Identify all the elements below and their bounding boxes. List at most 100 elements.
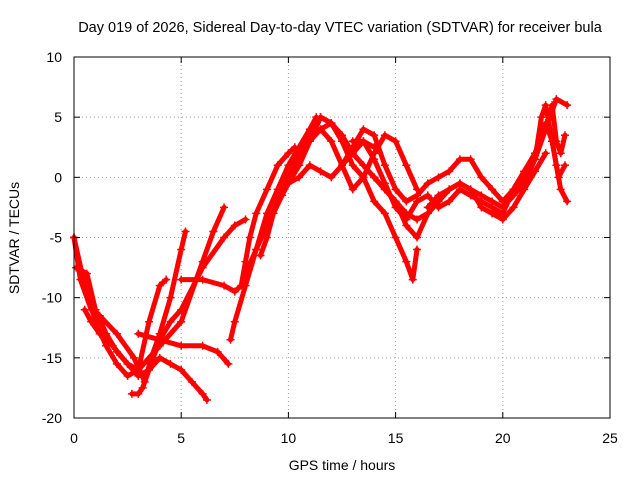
data-point — [230, 287, 239, 296]
y-axis-label: SDTVAR / TECUs — [6, 182, 22, 294]
data-point — [370, 155, 379, 164]
data-point — [413, 245, 422, 254]
series-line — [228, 114, 319, 343]
data-point — [241, 269, 250, 278]
data-point — [338, 161, 346, 170]
data-point — [177, 275, 186, 284]
data-point — [359, 137, 368, 146]
data-point — [95, 329, 104, 338]
data-point — [541, 149, 550, 158]
data-point — [198, 389, 207, 398]
data-point — [123, 371, 132, 380]
x-tick-label: 10 — [281, 430, 297, 446]
data-point — [138, 383, 147, 392]
y-tick-label: -10 — [42, 290, 62, 306]
data-point — [445, 167, 454, 176]
data-point — [130, 353, 139, 362]
data-point — [466, 155, 475, 164]
data-point — [498, 197, 507, 206]
data-series — [70, 95, 572, 404]
data-point — [177, 365, 186, 374]
data-point — [166, 359, 175, 368]
data-point — [423, 191, 432, 200]
x-tick-label: 15 — [388, 430, 404, 446]
data-point — [123, 359, 132, 368]
data-point — [477, 191, 486, 200]
series-line — [489, 102, 568, 216]
y-tick-label: 10 — [46, 49, 62, 65]
data-point — [91, 305, 100, 314]
data-point — [402, 209, 411, 218]
data-point — [82, 269, 91, 278]
series-line — [135, 331, 231, 367]
data-point — [269, 209, 278, 218]
data-point — [230, 317, 239, 326]
data-point — [162, 275, 171, 284]
data-point — [305, 161, 314, 170]
data-point — [87, 317, 96, 326]
series-arc-19 — [498, 101, 569, 206]
data-point — [316, 113, 325, 122]
data-point — [552, 95, 561, 104]
data-point — [391, 233, 400, 242]
data-point — [434, 173, 443, 182]
y-tick-label: -5 — [50, 230, 63, 246]
data-point — [155, 335, 164, 344]
data-point — [541, 101, 550, 110]
data-point — [305, 137, 314, 146]
data-point — [498, 209, 507, 218]
x-tick-label: 25 — [602, 430, 618, 446]
data-point — [198, 275, 207, 284]
data-point — [277, 191, 286, 200]
data-point — [327, 119, 336, 128]
data-point — [327, 173, 336, 182]
data-point — [134, 389, 143, 398]
data-point — [402, 257, 411, 266]
data-point — [477, 203, 486, 212]
data-point — [560, 161, 569, 170]
data-point — [423, 203, 432, 212]
data-point — [520, 179, 529, 188]
data-point — [348, 161, 357, 170]
x-axis-label: GPS time / hours — [289, 457, 396, 473]
data-point — [198, 341, 207, 350]
data-point — [560, 131, 569, 140]
series-arc-5 — [127, 215, 250, 398]
data-point — [230, 221, 239, 230]
data-point — [434, 191, 443, 200]
data-point — [177, 317, 186, 326]
data-point — [112, 359, 121, 368]
data-point — [226, 335, 235, 344]
series-arc-6 — [134, 329, 233, 368]
data-point — [187, 377, 196, 386]
data-point — [166, 317, 175, 326]
x-tick-label: 0 — [70, 430, 78, 446]
data-point — [256, 251, 265, 260]
data-point — [380, 131, 389, 140]
data-point — [380, 185, 389, 194]
data-point — [391, 137, 400, 146]
data-point — [284, 179, 293, 188]
data-point — [220, 281, 229, 290]
data-point — [391, 197, 400, 206]
data-point — [72, 263, 81, 272]
data-point — [402, 197, 411, 206]
data-point — [273, 161, 282, 170]
data-point — [241, 215, 250, 224]
data-point — [76, 275, 85, 284]
data-point — [370, 197, 379, 206]
data-point — [241, 281, 250, 290]
data-point — [488, 209, 497, 218]
data-point — [220, 233, 229, 242]
axis-ticks: 0 5 10 15 20 25 -20 -15 -10 -5 0 5 10 — [42, 49, 618, 446]
data-point — [380, 161, 389, 170]
data-point — [224, 359, 233, 368]
data-point — [455, 155, 464, 164]
data-point — [295, 161, 304, 170]
data-point — [155, 353, 164, 362]
data-point — [166, 293, 175, 302]
data-point — [413, 215, 422, 224]
data-point — [423, 179, 432, 188]
data-point — [80, 305, 89, 314]
data-point — [563, 197, 572, 206]
